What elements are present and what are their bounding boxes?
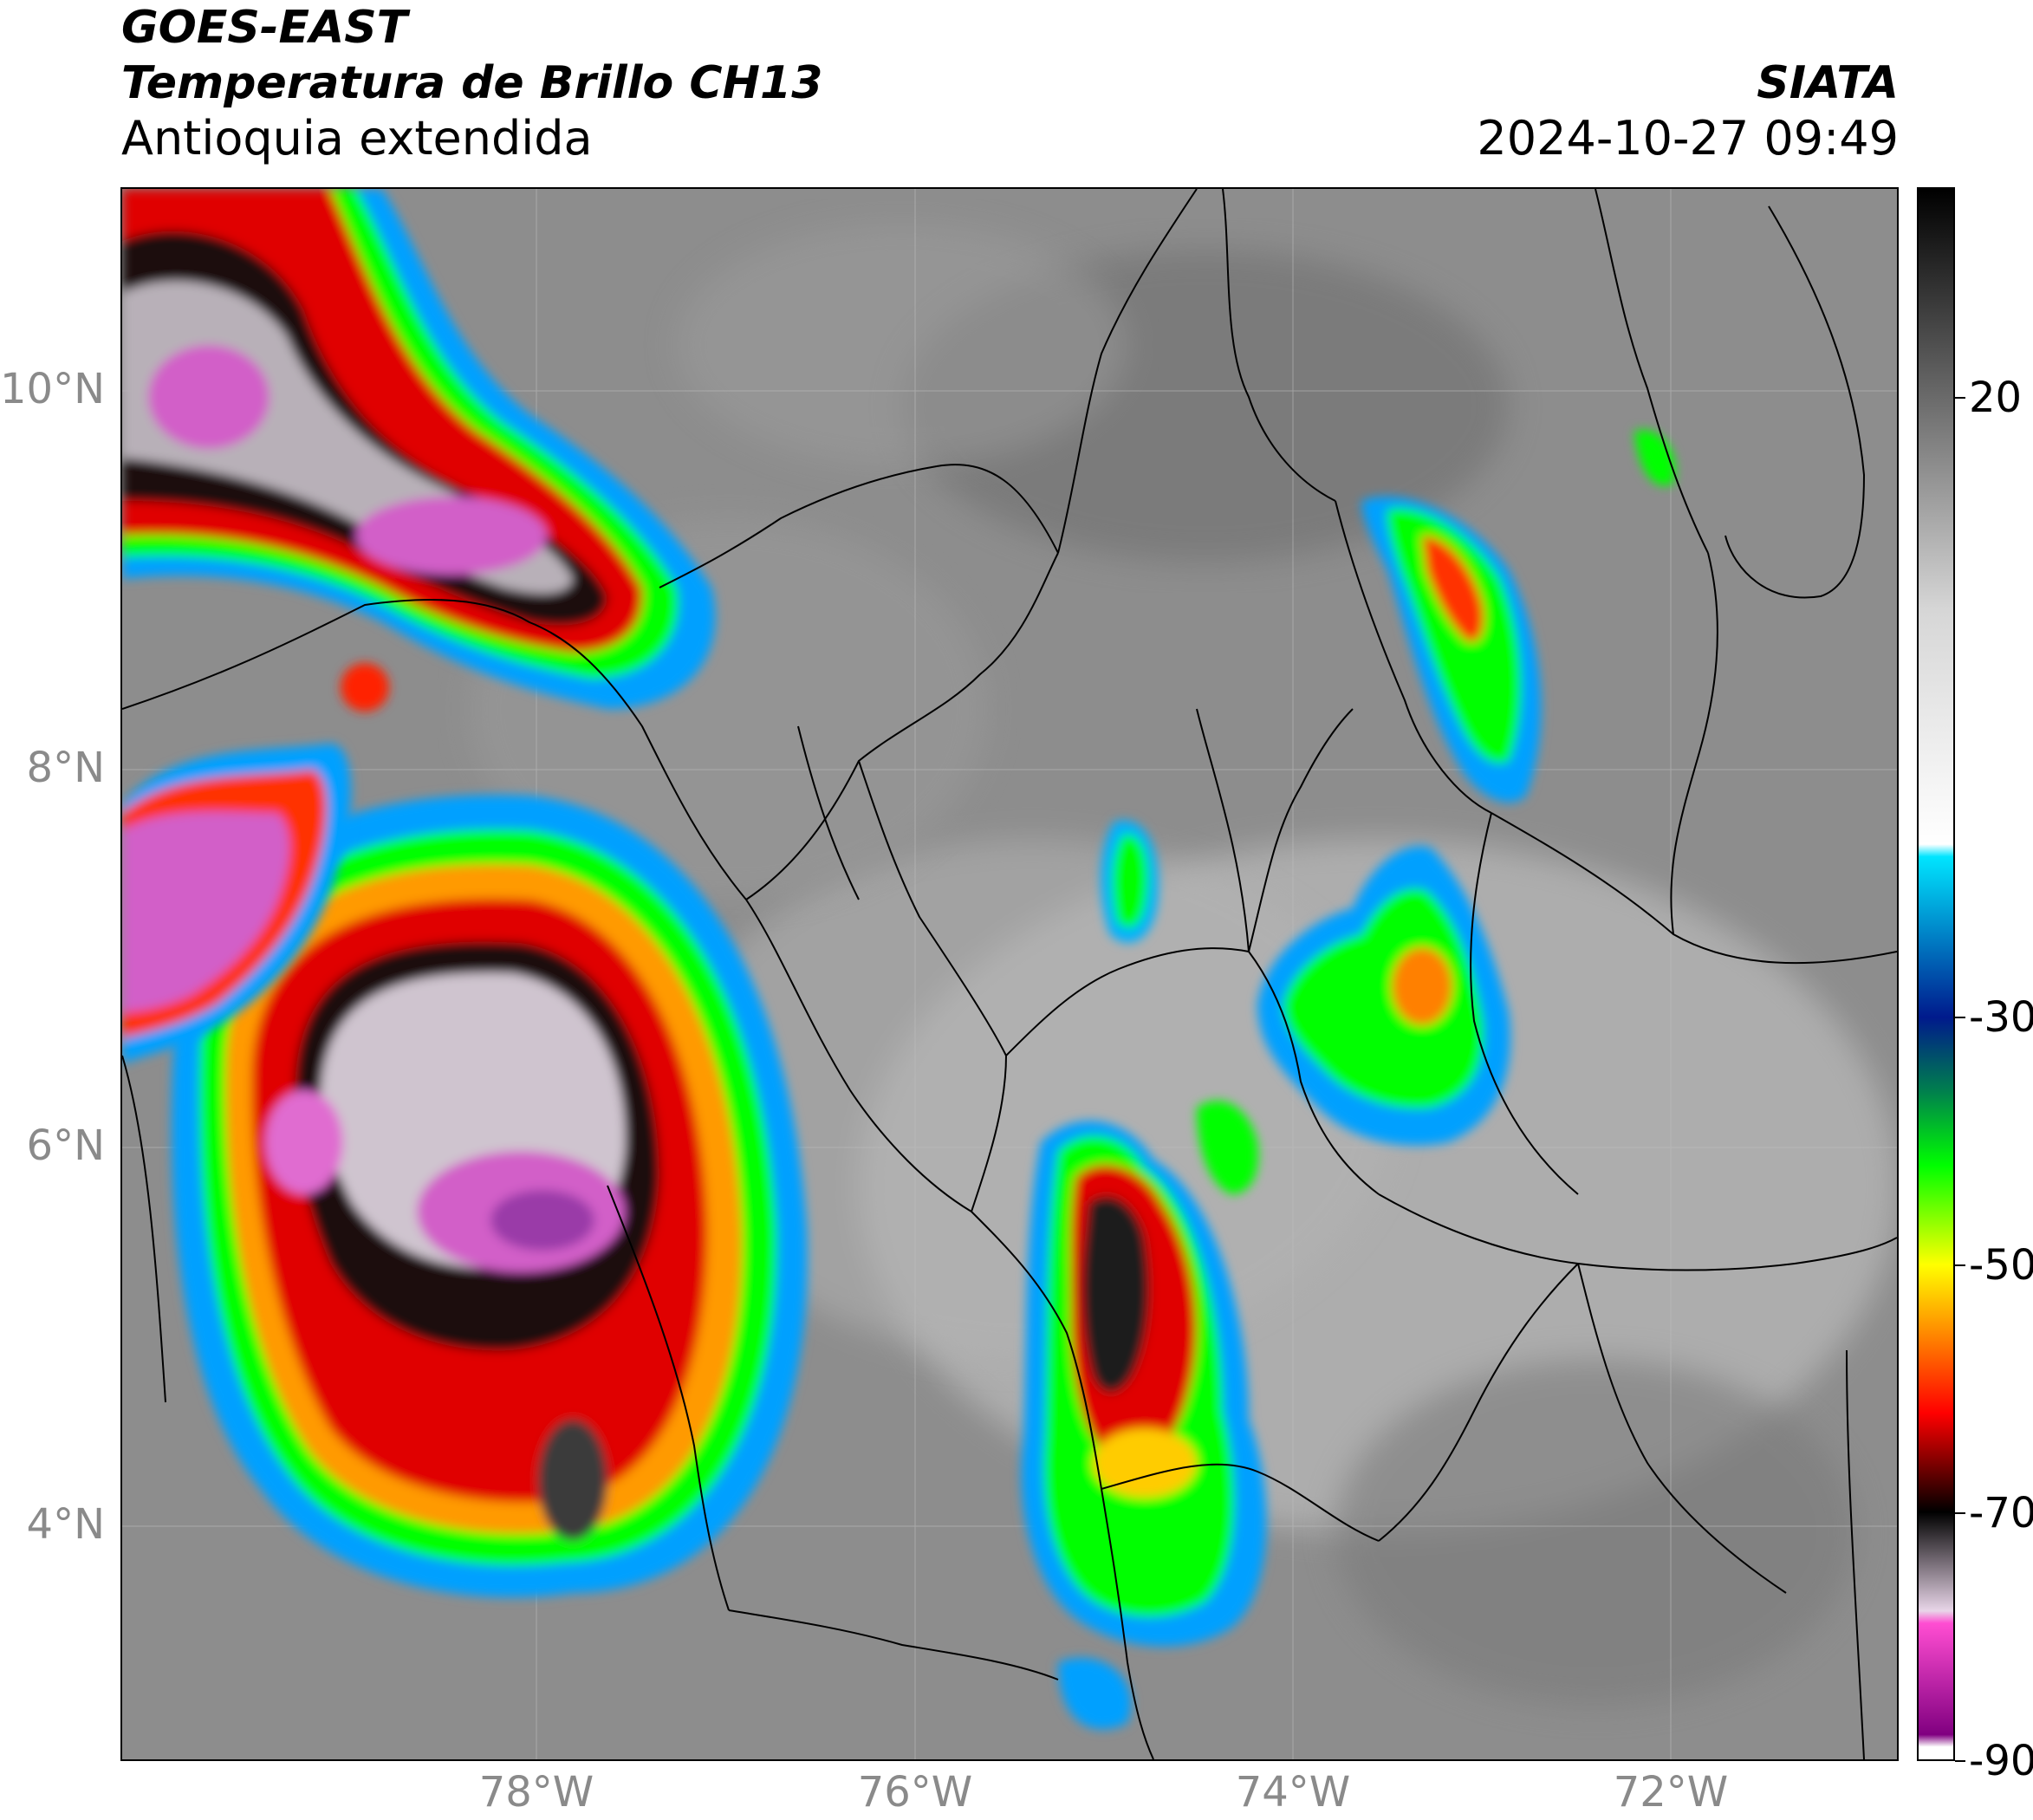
region-title: Antioquia extendida: [121, 111, 593, 166]
title-block: GOES-EAST Temperatura de Brillo CH13 Ant…: [121, 0, 822, 166]
cloud-santander: [1197, 846, 1510, 1194]
cloud-central-cordillera: [1021, 1121, 1267, 1647]
map-canvas: [122, 189, 1897, 1759]
lon-label-72w: 72°W: [1613, 1768, 1729, 1817]
cloud-caribbean-band: [122, 189, 716, 712]
colorbar-tick: [1955, 1760, 1965, 1762]
colorbar-tick: [1955, 1017, 1965, 1019]
title-right-block: SIATA 2024-10-27 09:49: [1477, 55, 1899, 166]
organization-label: SIATA: [1757, 57, 1899, 109]
lon-label-78w: 78°W: [478, 1768, 594, 1817]
colorbar-tick: [1955, 397, 1965, 400]
lat-label-6n: 6°N: [26, 1121, 105, 1170]
colorbar-label-minus70: -70: [1969, 1489, 2033, 1538]
colorbar-tick: [1955, 1264, 1965, 1267]
colorbar-label-20: 20: [1969, 374, 2023, 423]
colorbar-label-minus50: -50: [1969, 1241, 2033, 1290]
product-title: Temperatura de Brillo CH13: [121, 57, 823, 109]
colorbar-label-minus30: -30: [1969, 993, 2033, 1043]
lat-label-4n: 4°N: [26, 1500, 105, 1549]
satellite-title: GOES-EAST: [121, 2, 408, 54]
boundary-lines: [122, 189, 1897, 1759]
lon-label-74w: 74°W: [1235, 1768, 1351, 1817]
temperature-colorbar: [1917, 187, 1955, 1761]
cloud-small-cells: [1058, 430, 1675, 1730]
cloud-magdalena: [1361, 496, 1542, 803]
gray-background-texture: [122, 189, 1897, 1759]
satellite-map[interactable]: [120, 187, 1899, 1761]
colorbar-tick: [1955, 1512, 1965, 1515]
lat-label-10n: 10°N: [0, 365, 105, 413]
cloud-pacific-mcs: [171, 795, 808, 1597]
lon-label-76w: 76°W: [857, 1768, 973, 1817]
cloud-darien: [122, 744, 351, 1064]
lat-label-8n: 8°N: [26, 744, 105, 792]
datetime-label: 2024-10-27 09:49: [1477, 111, 1899, 166]
colorbar-label-minus90: -90: [1969, 1737, 2033, 1785]
